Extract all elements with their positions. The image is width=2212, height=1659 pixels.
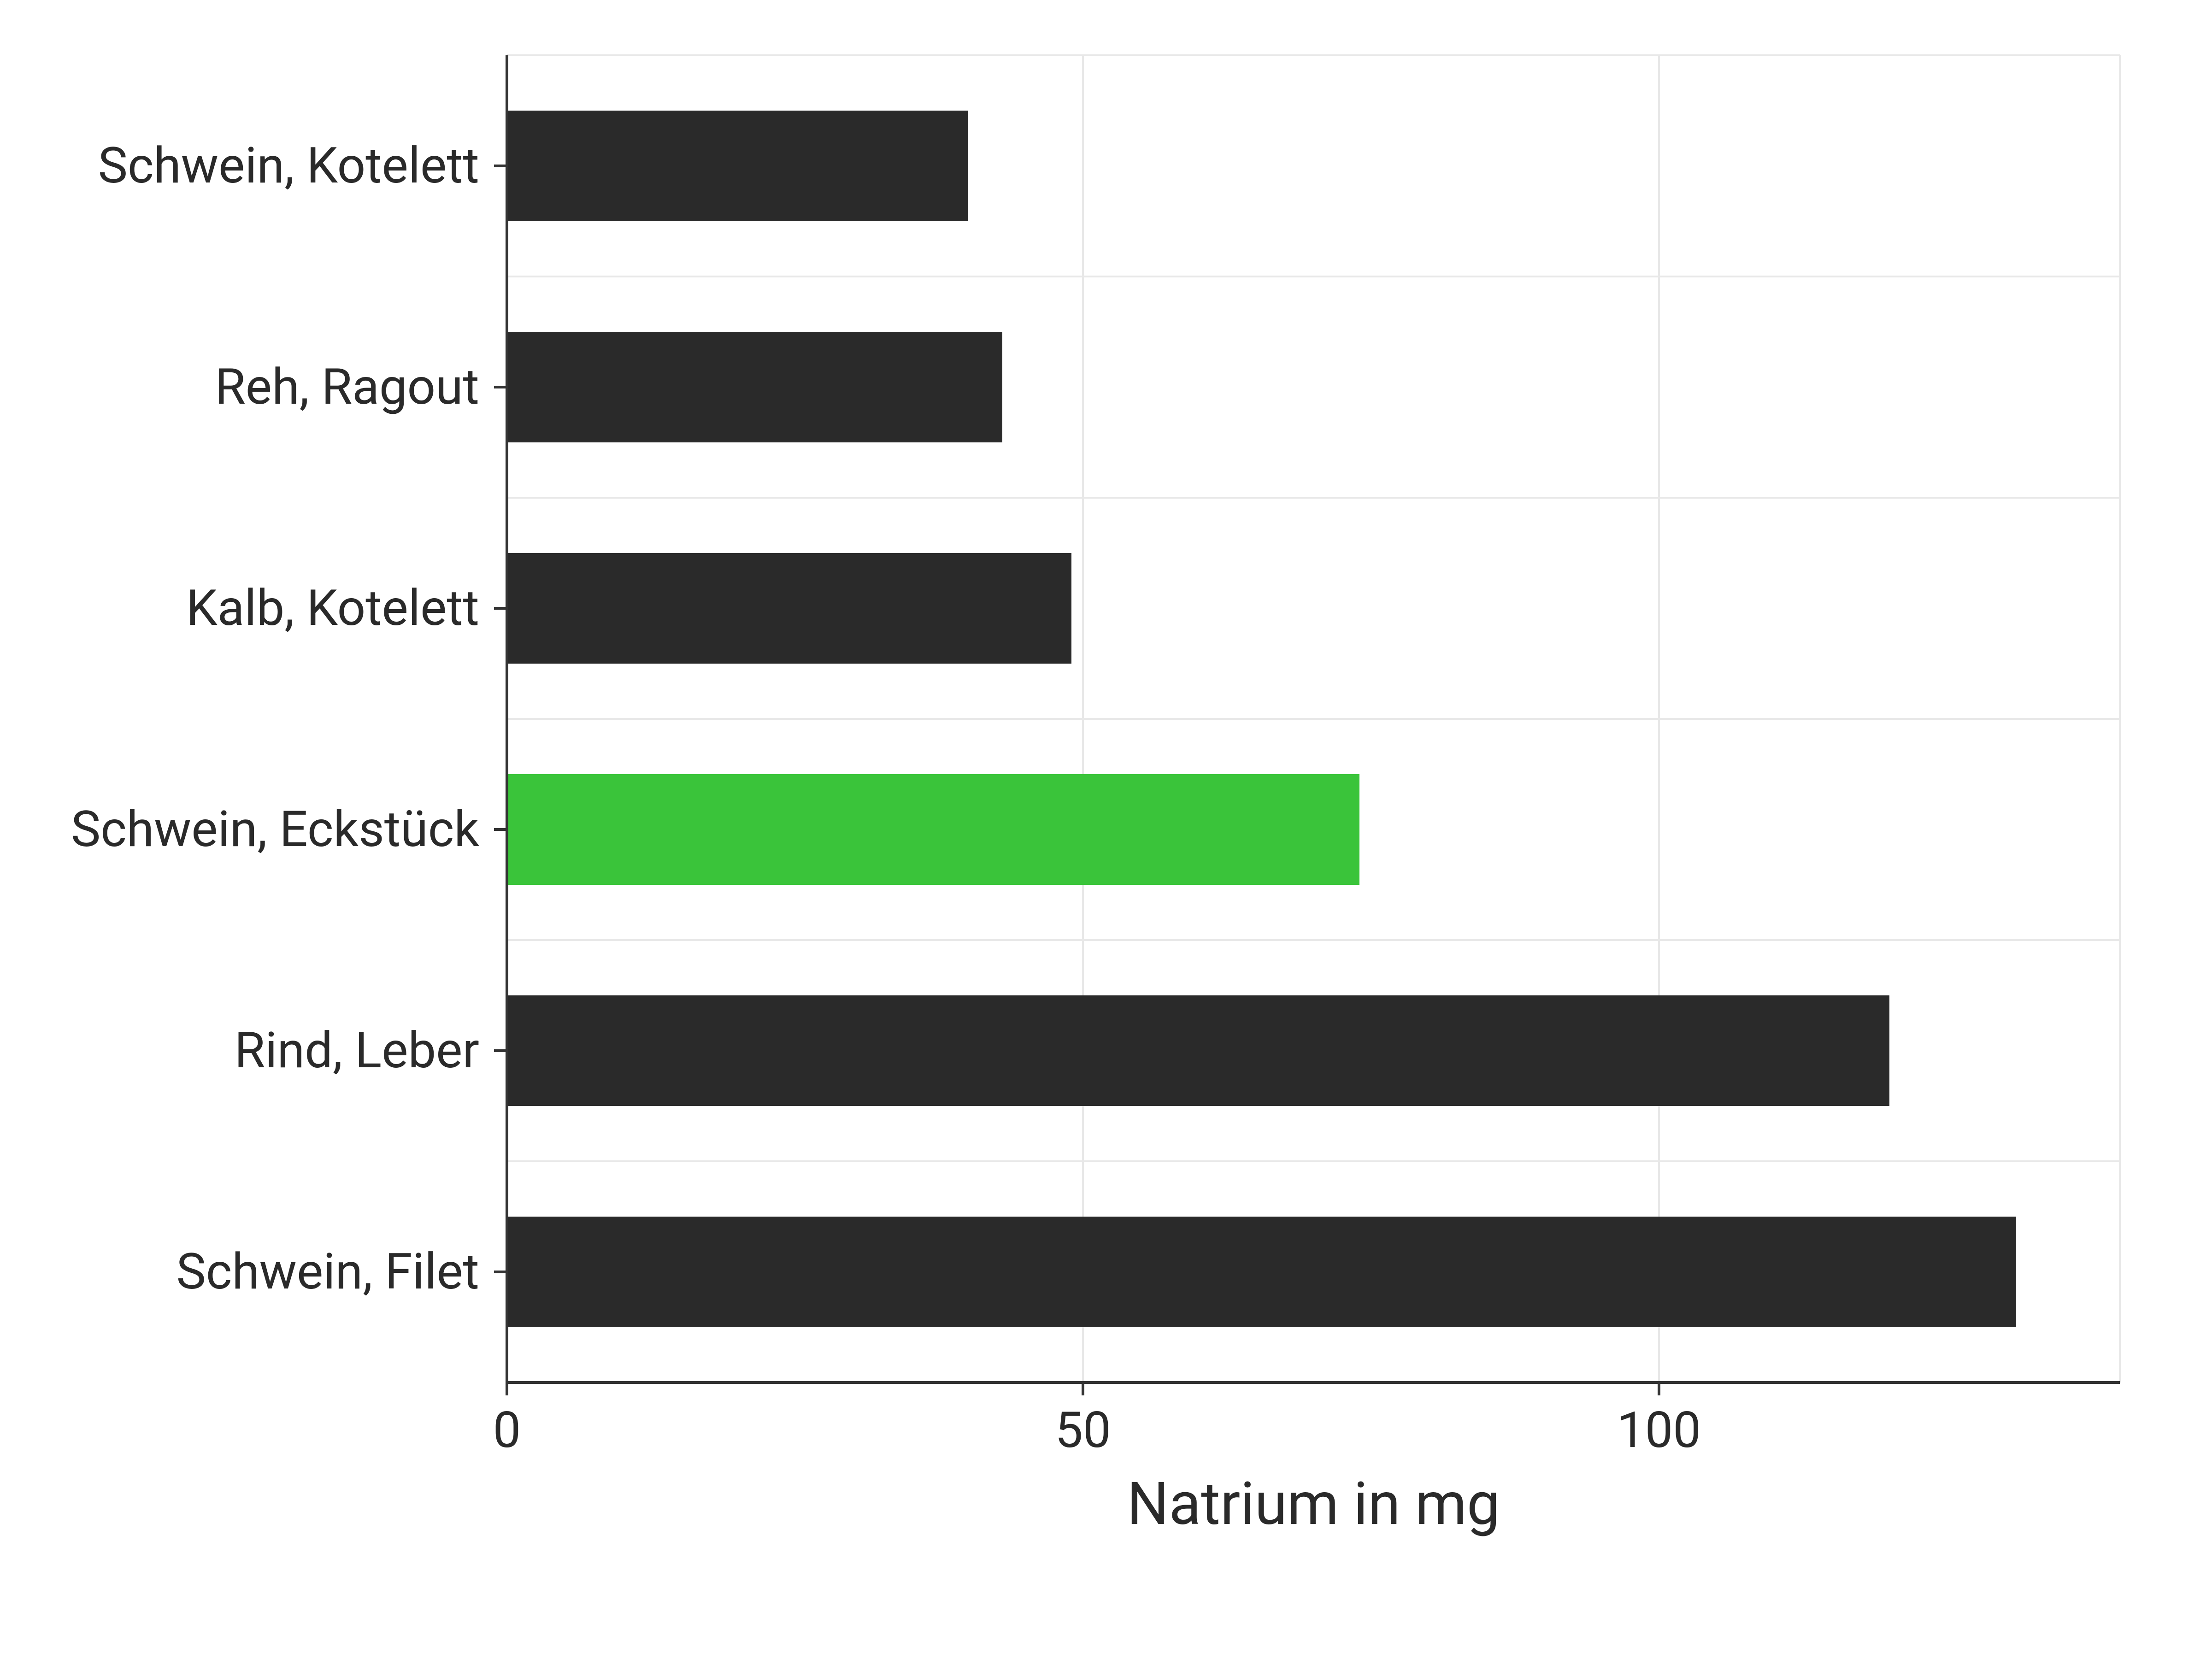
bar	[507, 774, 1359, 885]
bar	[507, 332, 1002, 442]
y-axis-label: Kalb, Kotelett	[186, 583, 479, 633]
x-tick-label: 50	[1055, 1406, 1111, 1455]
x-tick-label: 0	[493, 1406, 521, 1455]
bar	[507, 553, 1071, 664]
x-tick-mark	[1658, 1382, 1660, 1395]
x-tick-mark	[506, 1382, 508, 1395]
gridline-horizontal	[507, 939, 2120, 941]
x-axis-title: Natrium in mg	[1083, 1475, 1544, 1534]
y-axis-line	[506, 55, 508, 1382]
y-axis-label: Schwein, Eckstück	[71, 805, 479, 854]
bar	[507, 111, 968, 221]
y-tick-mark	[494, 1271, 507, 1273]
x-axis-line	[507, 1381, 2120, 1384]
plot-area	[507, 55, 2120, 1382]
gridline-horizontal	[507, 54, 2120, 56]
gridline-horizontal	[507, 718, 2120, 720]
gridline-horizontal	[507, 497, 2120, 499]
x-tick-mark	[1082, 1382, 1084, 1395]
x-tick-label: 100	[1617, 1406, 1701, 1455]
gridline-vertical	[2119, 55, 2121, 1382]
y-tick-mark	[494, 607, 507, 610]
y-tick-mark	[494, 1049, 507, 1052]
gridline-vertical	[1082, 55, 1084, 1382]
gridline-horizontal	[507, 276, 2120, 277]
bar	[507, 995, 1889, 1106]
y-axis-label: Rind, Leber	[235, 1026, 479, 1076]
y-tick-mark	[494, 828, 507, 831]
y-axis-label: Schwein, Filet	[176, 1247, 479, 1297]
gridline-vertical	[1658, 55, 1660, 1382]
bar	[507, 1217, 2016, 1327]
y-axis-label: Schwein, Kotelett	[98, 141, 479, 191]
gridline-horizontal	[507, 1160, 2120, 1162]
y-tick-mark	[494, 165, 507, 167]
y-axis-label: Reh, Ragout	[215, 362, 479, 412]
chart-container: Schwein, Kotelett Reh, Ragout Kalb, Kotele…	[0, 0, 2212, 1659]
y-tick-mark	[494, 386, 507, 388]
